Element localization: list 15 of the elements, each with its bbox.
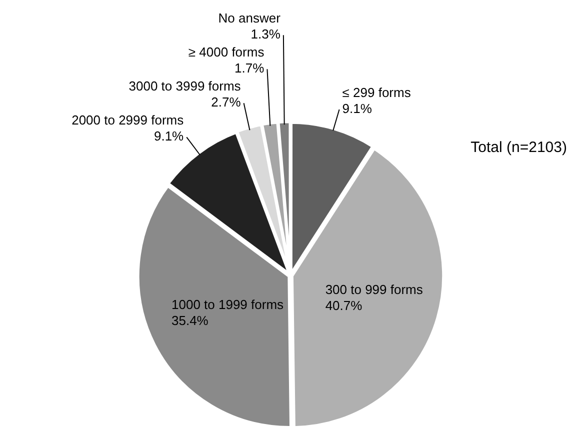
data-label: 9.1% <box>342 101 372 116</box>
text: Total (n=2103) <box>470 139 567 156</box>
slice-label: ≥ 4000 forms <box>188 44 265 60</box>
data-label: 1.7% <box>234 60 265 76</box>
slice-label: 300 to 999 forms <box>325 282 424 297</box>
data-label: 40.7% <box>325 298 363 313</box>
slice-label: 2000 to 2999 forms <box>72 112 184 128</box>
slice-label: 1000 to 1999 forms <box>172 296 284 312</box>
slice-label: No answer <box>218 10 282 26</box>
data-label: 35.4% <box>172 312 209 328</box>
data-label: 9.1% <box>154 128 184 144</box>
data-label: 2.7% <box>211 94 242 110</box>
slice-label: ≤ 299 forms <box>342 85 412 100</box>
slice-label: 3000 to 3999 forms <box>128 78 242 94</box>
data-label: 1.3% <box>250 26 281 42</box>
